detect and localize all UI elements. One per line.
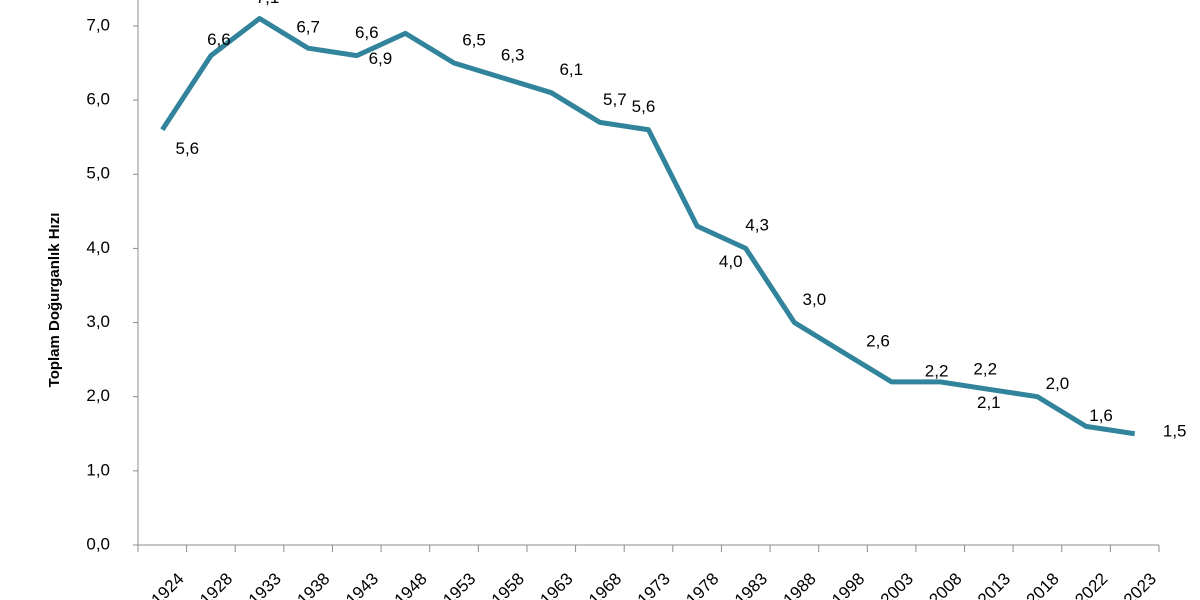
data-label: 2,2 [973, 359, 997, 378]
x-tick-label: 1928 [196, 569, 236, 600]
data-label: 2,1 [977, 393, 1001, 412]
data-label: 6,9 [369, 49, 393, 68]
y-tick-label: 2,0 [86, 386, 110, 405]
data-label: 2,2 [925, 361, 949, 380]
data-label: 1,5 [1163, 421, 1187, 440]
data-label: 3,0 [803, 290, 827, 309]
x-tick-label: 1938 [293, 569, 333, 600]
y-axis-label: Toplam Doğurganlık Hızı [46, 213, 63, 388]
data-label: 2,0 [1046, 374, 1070, 393]
x-tick-label: 2018 [1023, 569, 1063, 600]
x-tick-label: 1963 [536, 569, 576, 600]
y-tick-label: 4,0 [86, 238, 110, 257]
x-tick-label: 1983 [731, 569, 771, 600]
data-label: 4,0 [719, 252, 743, 271]
data-label: 6,6 [207, 30, 231, 49]
x-tick-label: 2013 [974, 569, 1014, 600]
x-tick-label: 1998 [828, 569, 868, 600]
data-label: 5,6 [632, 97, 656, 116]
data-label: 6,6 [355, 23, 379, 42]
x-tick-label: 1943 [342, 569, 382, 600]
y-tick-label: 7,0 [86, 15, 110, 34]
data-label: 6,5 [462, 31, 486, 50]
x-tick-label: 2003 [877, 569, 917, 600]
y-tick-label: 3,0 [86, 312, 110, 331]
x-tick-label: 1968 [585, 569, 625, 600]
line [160, 16, 1136, 437]
data-label: 5,7 [603, 90, 627, 109]
x-tick-label: 2023 [1120, 569, 1160, 600]
data-label: 1,6 [1089, 406, 1113, 425]
x-tick-label: 1948 [391, 569, 431, 600]
data-label: 5,6 [175, 139, 199, 158]
x-tick-label: 1933 [245, 569, 285, 600]
x-tick-label: 2008 [925, 569, 965, 600]
x-tick-label: 1924 [147, 569, 187, 600]
x-tick-label: 1958 [488, 569, 528, 600]
y-tick-label: 6,0 [86, 90, 110, 109]
x-tick-label: 1988 [780, 569, 820, 600]
data-label: 7,1 [256, 0, 280, 7]
y-tick-label: 0,0 [86, 534, 110, 553]
y-tick-label: 5,0 [86, 164, 110, 183]
data-label: 6,1 [559, 60, 583, 79]
x-tick-label: 1978 [682, 569, 722, 600]
x-tick-label: 1953 [439, 569, 479, 600]
data-label: 6,7 [296, 18, 320, 37]
x-tick-label: 1973 [634, 569, 674, 600]
data-label: 4,3 [745, 216, 769, 235]
data-label: 2,6 [866, 332, 890, 351]
y-tick-label: 1,0 [86, 460, 110, 479]
data-label: 6,3 [501, 45, 525, 64]
x-tick-label: 2022 [1071, 569, 1111, 600]
